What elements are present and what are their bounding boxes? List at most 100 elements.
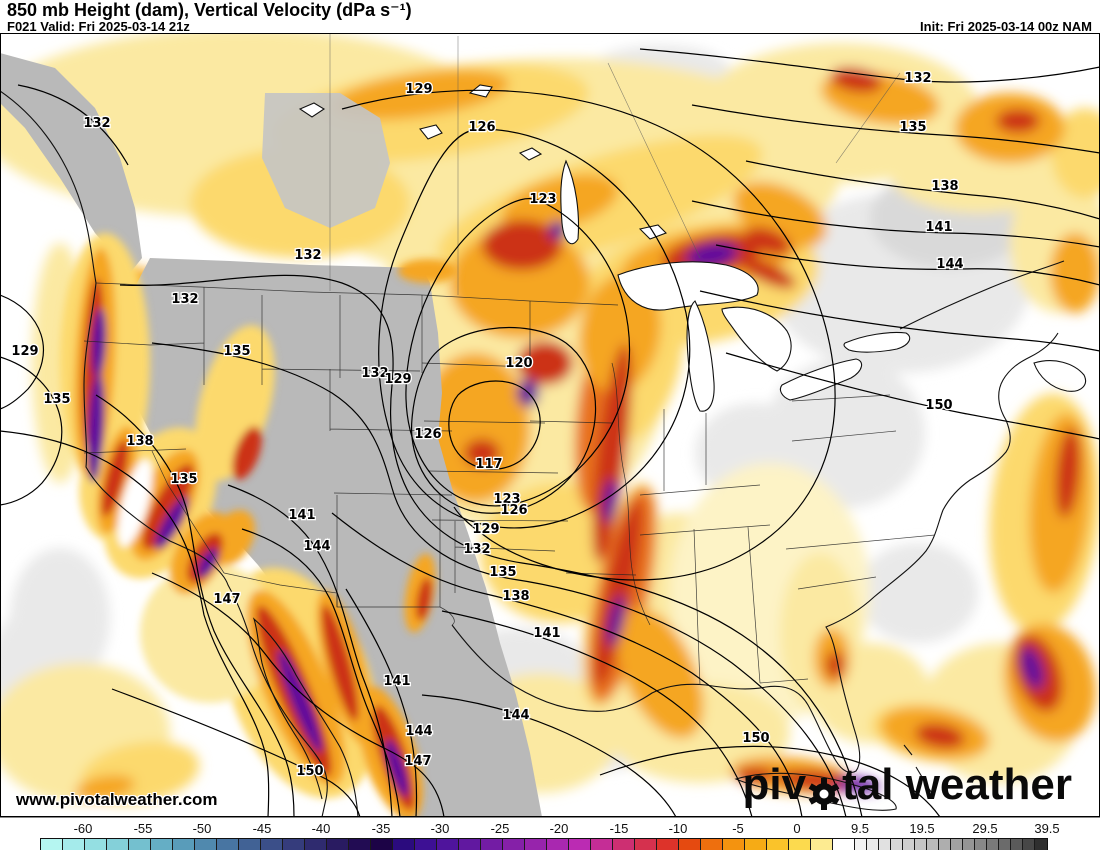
colorbar-segment <box>1035 839 1047 850</box>
colorbar-segment <box>151 839 173 850</box>
contour-label: 132 <box>294 248 321 263</box>
brand-text-left: piv <box>742 760 807 809</box>
colorbar-segment <box>41 839 63 850</box>
colorbar-segment <box>305 839 327 850</box>
colorbar-segment <box>195 839 217 850</box>
contour-label: 135 <box>223 344 250 359</box>
contour-label: 132 <box>361 366 388 381</box>
contour-label: 129 <box>405 82 432 97</box>
colorbar-segment <box>879 839 891 850</box>
colorbar-segment <box>525 839 547 850</box>
coastline-layer <box>0 84 1086 818</box>
contour-label: 150 <box>742 731 769 746</box>
colorbar-segment <box>999 839 1011 850</box>
colorbar-segment <box>129 839 151 850</box>
contour-label: 120 <box>505 356 532 371</box>
colorbar-segment <box>767 839 789 850</box>
colorbar-tick-label: 29.5 <box>972 821 998 836</box>
colorbar-segment <box>393 839 415 850</box>
brand-watermark: piv tal weather <box>743 760 1072 810</box>
contour-label: 141 <box>383 674 410 689</box>
colorbar-tick-label: -60 <box>73 821 93 836</box>
website-watermark: www.pivotalweather.com <box>16 790 218 809</box>
colorbar-segment <box>283 839 305 850</box>
colorbar-segment <box>217 839 239 850</box>
contour-label: 144 <box>936 257 963 272</box>
contour-labels-layer: 1321291351381351411441471501411471441441… <box>10 70 965 781</box>
borders-layer <box>83 33 936 686</box>
colorbar-segment <box>833 839 855 850</box>
contour-label: 126 <box>414 427 441 442</box>
colorbar-tick-label: -5 <box>732 821 744 836</box>
colorbar-segment <box>481 839 503 850</box>
contour-label: 135 <box>899 120 926 135</box>
colorbar-segment <box>951 839 963 850</box>
colorbar-segment <box>371 839 393 850</box>
contour-label: 144 <box>405 724 432 739</box>
contour-label: 126 <box>500 503 527 518</box>
colorbar-segment <box>415 839 437 850</box>
colorbar-segment <box>437 839 459 850</box>
colorbar-segment <box>547 839 569 850</box>
contour-label: 132 <box>904 71 931 86</box>
colorbar-tick-label: -45 <box>252 821 272 836</box>
contour-label: 123 <box>529 192 556 207</box>
header: 850 mb Height (dam), Vertical Velocity (… <box>0 0 1100 34</box>
colorbar-segment <box>261 839 283 850</box>
colorbar-segment <box>1023 839 1035 850</box>
contour-label: 144 <box>502 708 529 723</box>
colorbar-segment <box>569 839 591 850</box>
colorbar-segment <box>745 839 767 850</box>
colorbar-segment <box>613 839 635 850</box>
colorbar-segment <box>107 839 129 850</box>
colorbar-segment <box>811 839 833 850</box>
colorbar-segment <box>963 839 975 850</box>
colorbar-segment <box>239 839 261 850</box>
map-area: 132 129 135 138 135 141 144 147 150 141 147 144 144 1… <box>0 28 1100 821</box>
contour-label: 129 <box>472 522 499 537</box>
colorbar-segment <box>891 839 903 850</box>
colorbar-segment <box>635 839 657 850</box>
colorbar-tick-label: -15 <box>609 821 629 836</box>
contour-label: 150 <box>296 764 323 779</box>
colorbar-segment <box>915 839 927 850</box>
weather-map: 1321291351381351411441471501411471441441… <box>0 28 1100 821</box>
colorbar-segment <box>679 839 701 850</box>
colorbar-tick-label: 0 <box>793 821 801 836</box>
contour-label: 141 <box>925 220 952 235</box>
colorbar-segment <box>459 839 481 850</box>
contour-label: 141 <box>533 626 560 641</box>
colorbar-segment <box>987 839 999 850</box>
height-contours-layer <box>0 48 1100 818</box>
contour-label: 135 <box>43 392 70 407</box>
init-time-label: Init: Fri 2025-03-14 00z NAM <box>920 19 1092 34</box>
contour-label: 147 <box>213 592 240 607</box>
gear-icon <box>807 771 841 810</box>
colorbar-scale <box>40 838 1048 850</box>
colorbar-segment <box>855 839 867 850</box>
colorbar: -60 -55 -50 -45 -40 -35 -30 -25 -20 -15 -10 -5 0 9.5 1… <box>0 817 1100 850</box>
colorbar-segment <box>327 839 349 850</box>
contour-label: 144 <box>303 539 330 554</box>
colorbar-segment <box>173 839 195 850</box>
colorbar-segment <box>591 839 613 850</box>
contour-label: 138 <box>126 434 153 449</box>
contour-label: 123 <box>493 492 520 507</box>
colorbar-segment <box>867 839 879 850</box>
colorbar-segment <box>85 839 107 850</box>
colorbar-tick-label: -25 <box>490 821 510 836</box>
contour-label: 132 <box>171 292 198 307</box>
colorbar-tick-label: 19.5 <box>909 821 935 836</box>
colorbar-segment <box>975 839 987 850</box>
contour-label: 129 <box>11 344 38 359</box>
colorbar-tick-label: -20 <box>549 821 569 836</box>
contour-label: 132 <box>83 116 110 131</box>
contour-label: 126 <box>468 120 495 135</box>
contour-label: 150 <box>925 398 952 413</box>
colorbar-segment <box>657 839 679 850</box>
colorbar-segment <box>349 839 371 850</box>
colorbar-segment <box>927 839 939 850</box>
contour-label: 138 <box>502 589 529 604</box>
valid-time-label: F021 Valid: Fri 2025-03-14 21z <box>7 19 190 34</box>
